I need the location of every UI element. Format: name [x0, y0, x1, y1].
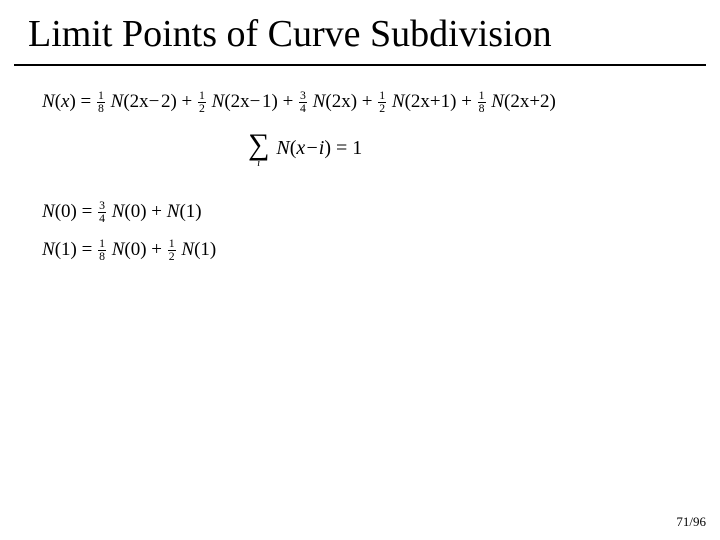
page-number: 71/96 [676, 514, 706, 530]
title-underline [14, 64, 706, 66]
slide-title: Limit Points of Curve Subdivision [28, 12, 552, 56]
eq1-lhs-func: N [42, 91, 55, 112]
page-current: 71 [676, 514, 689, 529]
equation-n0: N(0) = 34 N(0) + N(1) [42, 200, 202, 225]
equation-n1: N(1) = 18 N(0) + 12 N(1) [42, 238, 216, 263]
slide: Limit Points of Curve Subdivision N(x) =… [0, 0, 720, 540]
equation-refinement: N(x) = 18 N(2x− 2) + 12 N(2x− 1) + 34 N(… [42, 90, 556, 115]
sigma-icon: ∑ i [248, 130, 269, 169]
equation-partition-of-unity: ∑ i N(x−i) = 1 [248, 130, 362, 169]
page-total: 96 [693, 514, 706, 529]
